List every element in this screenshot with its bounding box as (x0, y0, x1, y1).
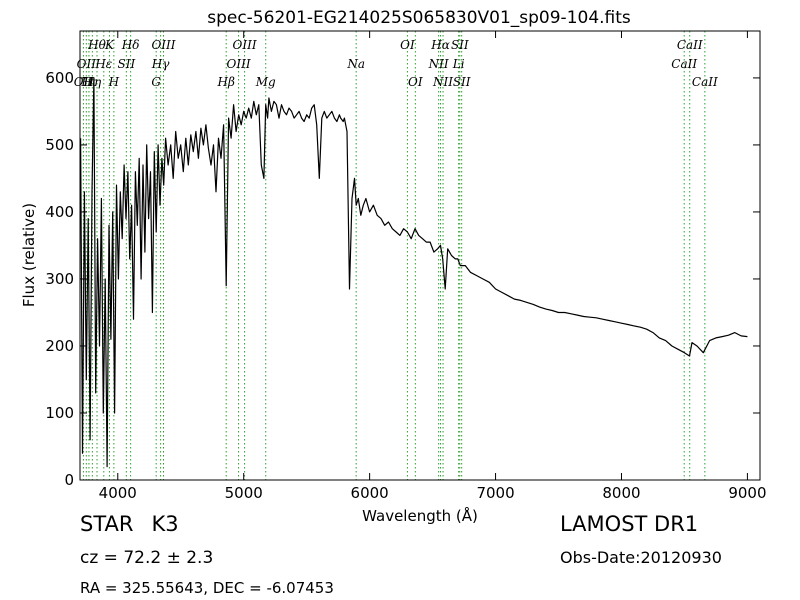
line-label-28: CaII (692, 75, 718, 89)
line-label-3: Hη (83, 75, 102, 89)
line-label-20: NII (428, 57, 449, 71)
line-label-21: Hα (430, 38, 450, 52)
class-label: STAR (80, 512, 134, 536)
line-label-7: H (108, 75, 120, 89)
line-label-18: OI (400, 38, 415, 52)
y-tick-label: 600 (45, 69, 74, 87)
x-tick-label: 7000 (476, 484, 514, 502)
plot-frame (79, 30, 761, 481)
line-label-8: SII (117, 57, 135, 71)
line-label-27: CaII (677, 38, 703, 52)
x-tick-label: 9000 (728, 484, 766, 502)
line-label-2: Hι (80, 75, 96, 89)
line-label-6: K (104, 38, 115, 52)
line-label-22: NII (432, 75, 453, 89)
y-tick-label: 0 (64, 471, 74, 489)
line-label-10: G (151, 75, 161, 89)
subclass-label: K3 (151, 512, 179, 536)
line-label-13: Hβ (216, 75, 234, 89)
y-tick-label: 300 (45, 270, 74, 288)
line-label-11: Hγ (151, 57, 170, 71)
line-label-15: OIII (233, 38, 257, 52)
obs-date-label: Obs-Date:20120930 (560, 548, 722, 567)
x-axis-label: Wavelength (Å) (362, 506, 478, 525)
line-label-14: OIII (227, 57, 251, 71)
line-label-25: SII (453, 75, 471, 89)
redshift-label: cz = 72.2 ± 2.3 (80, 548, 214, 568)
line-label-24: SII (451, 38, 469, 52)
line-label-4: Hθ (87, 38, 106, 52)
survey-label: LAMOST DR1 (560, 512, 699, 536)
line-label-26: CaII (671, 57, 697, 71)
y-tick-label: 500 (45, 136, 74, 154)
x-tick-label: 4000 (99, 484, 137, 502)
object-class: STAR K3 (80, 512, 179, 536)
y-axis: 0 100 200 300 400 500 600 (45, 69, 760, 489)
spectrum-line (80, 77, 748, 468)
line-label-23: Li (452, 57, 465, 71)
x-axis: 4000 5000 6000 7000 8000 9000 (99, 31, 767, 502)
chart-title: spec-56201-EG214025S065830V01_sp09-104.f… (207, 8, 631, 28)
coordinates-label: RA = 325.55643, DEC = -6.07453 (80, 579, 334, 597)
line-label-9: Hδ (121, 38, 140, 52)
line-label-5: Hε (94, 57, 112, 71)
line-label-1: OII (77, 57, 97, 71)
y-tick-label: 100 (45, 404, 74, 422)
x-tick-label: 6000 (351, 484, 389, 502)
line-label-17: Na (346, 57, 365, 71)
line-label-12: OIII (151, 38, 175, 52)
x-tick-label: 5000 (225, 484, 263, 502)
y-tick-label: 400 (45, 203, 74, 221)
y-axis-label: Flux (relative) (20, 203, 38, 307)
line-label-19: OI (408, 75, 423, 89)
spectral-line-labels: OIIOIIHιHηHθHεKHSIIHδGHγOIIIHβOIIIOIIIMg… (74, 38, 718, 89)
x-tick-label: 8000 (602, 484, 640, 502)
line-label-16: Mg (255, 75, 276, 89)
y-tick-label: 200 (45, 337, 74, 355)
line-label-0: OII (74, 75, 94, 89)
spectral-line-markers (82, 31, 706, 480)
